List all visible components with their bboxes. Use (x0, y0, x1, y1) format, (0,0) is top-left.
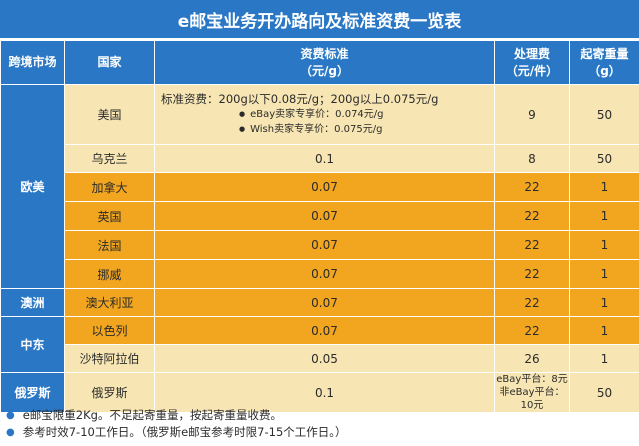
country-cell: 英国 (64, 201, 155, 231)
note-item: 参考时效7-10工作日。（俄罗斯e邮宝参考时限7-15个工作日。） (6, 424, 636, 441)
table-row: 欧美 美国 标准资费：200g以下0.08元/g；200g以上0.075元/g … (0, 84, 639, 289)
header-country: 国家 (64, 40, 155, 85)
country-cell: 法国 (64, 230, 155, 260)
fee-non-ebay-platform: 非eBay平台：10元 (499, 387, 565, 411)
table-row: 加拿大 0.07 22 1 (1, 172, 639, 202)
table-row: 法国 0.07 22 1 (1, 230, 639, 260)
header-rate: 资费标准 （元/g） (154, 40, 495, 85)
header-min-weight: 起寄重量 （g） (569, 40, 639, 85)
min-weight-cell: 1 (569, 172, 639, 202)
fee-cell: 22 (494, 172, 570, 202)
fee-ebay-platform: eBay平台：8元 (496, 374, 568, 385)
rate-table: 跨境市场 国家 资费标准 （元/g） 处理费 （元/件） 起寄重量 （g） 欧美… (0, 40, 639, 413)
rate-cell: 0.1 (154, 144, 495, 173)
country-cell: 乌克兰 (64, 144, 155, 173)
fee-cell: 9 (494, 84, 570, 145)
rate-cell-usa: 标准资费：200g以下0.08元/g；200g以上0.075元/g eBay卖家… (154, 84, 495, 145)
fee-cell: 8 (494, 144, 570, 173)
rate-cell: 0.07 (154, 230, 495, 260)
min-weight-cell: 1 (569, 230, 639, 260)
country-cell: 加拿大 (64, 172, 155, 202)
usa-ebay-rate: eBay卖家专享价：0.074元/g (161, 107, 494, 122)
min-weight-cell: 1 (569, 344, 639, 373)
table-row: 中东 以色列 0.07 22 1 (0, 316, 639, 373)
header-market: 跨境市场 (0, 40, 65, 85)
fee-cell: 26 (494, 344, 570, 373)
table-row: 澳洲 澳大利亚 0.07 22 1 (0, 288, 639, 317)
region-europe-america: 欧美 (0, 84, 65, 289)
header-fee: 处理费 （元/件） (494, 40, 570, 85)
rate-cell: 0.07 (154, 172, 495, 202)
region-australia: 澳洲 (0, 288, 65, 317)
min-weight-cell: 1 (569, 288, 639, 317)
min-weight-cell: 1 (569, 201, 639, 231)
fee-cell: 22 (494, 288, 570, 317)
usa-standard-rate: 标准资费：200g以下0.08元/g；200g以上0.075元/g (161, 92, 439, 106)
rate-cell: 0.07 (154, 288, 495, 317)
fee-cell: 22 (494, 316, 570, 345)
fee-cell: 22 (494, 230, 570, 260)
table-row: 沙特阿拉伯 0.05 26 1 (1, 344, 639, 373)
rate-cell: 0.05 (154, 344, 495, 373)
fee-cell: 22 (494, 259, 570, 289)
table-title: e邮宝业务开办路向及标准资费一览表 (0, 0, 639, 38)
usa-wish-rate: Wish卖家专享价：0.075元/g (161, 122, 494, 137)
table-row: 挪威 0.07 22 1 (1, 259, 639, 289)
note-item: e邮宝限重2Kg。不足起寄重量，按起寄重量收费。 (6, 407, 636, 424)
min-weight-cell: 50 (569, 84, 639, 145)
country-cell: 沙特阿拉伯 (64, 344, 155, 373)
table-row: 乌克兰 0.1 8 50 (1, 144, 639, 173)
country-cell: 以色列 (64, 316, 155, 345)
min-weight-cell: 50 (569, 144, 639, 173)
rate-cell: 0.07 (154, 316, 495, 345)
notes: e邮宝限重2Kg。不足起寄重量，按起寄重量收费。 参考时效7-10工作日。（俄罗… (6, 407, 636, 441)
country-cell: 美国 (64, 84, 155, 145)
table-row: 英国 0.07 22 1 (1, 201, 639, 231)
region-middle-east: 中东 (0, 316, 65, 373)
min-weight-cell: 1 (569, 259, 639, 289)
country-cell: 澳大利亚 (64, 288, 155, 317)
country-cell: 挪威 (64, 259, 155, 289)
min-weight-cell: 1 (569, 316, 639, 345)
rate-cell: 0.07 (154, 201, 495, 231)
rate-cell: 0.07 (154, 259, 495, 289)
header-row: 跨境市场 国家 资费标准 （元/g） 处理费 （元/件） 起寄重量 （g） (0, 40, 639, 85)
fee-cell: 22 (494, 201, 570, 231)
